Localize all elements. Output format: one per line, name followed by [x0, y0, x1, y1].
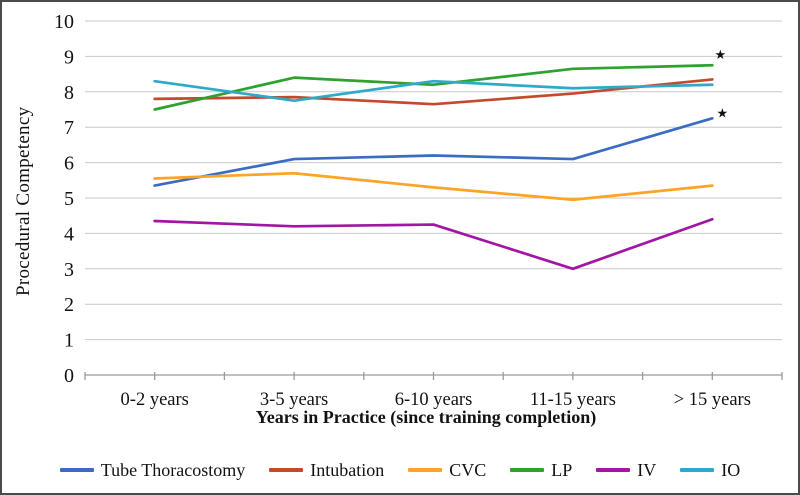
chart-legend: Tube Thoracostomy Intubation CVC LP IV IO	[2, 457, 798, 483]
legend-label: IV	[637, 459, 657, 480]
legend-item-lp: LP	[510, 460, 572, 481]
y-tick-label: 10	[54, 11, 74, 33]
legend-label: CVC	[449, 459, 487, 480]
significance-star-tube-thoracostomy: ★	[716, 106, 728, 121]
y-tick-label: 5	[64, 188, 74, 210]
series-line-cvc	[153, 171, 714, 202]
y-tick-label: 4	[64, 223, 74, 245]
legend-swatch-intubation	[269, 468, 304, 472]
legend-item-io: IO	[680, 460, 740, 481]
legend-swatch-io	[680, 468, 715, 472]
x-tick-label: 6-10 years	[395, 390, 473, 410]
y-tick-label: 8	[64, 82, 74, 104]
x-tick-label: 11-15 years	[530, 390, 616, 410]
legend-item-tube-thoracostomy: Tube Thoracostomy	[59, 459, 246, 481]
legend-swatch-tube-thoracostomy	[59, 468, 94, 472]
legend-item-iv: IV	[596, 460, 656, 481]
series-line-lp	[153, 63, 714, 111]
y-tick-label: 6	[64, 153, 74, 175]
legend-swatch-iv	[596, 468, 631, 472]
x-tick-label: 3-5 years	[260, 390, 328, 410]
series-line-intubation	[153, 78, 714, 106]
legend-label: Intubation	[310, 459, 385, 480]
significance-star-lp: ★	[714, 47, 726, 62]
series-line-io	[153, 79, 714, 103]
legend-label: IO	[721, 459, 741, 480]
series-line-tube-thoracostomy	[153, 116, 714, 187]
legend-item-intubation: Intubation	[269, 460, 384, 481]
y-tick-label: 3	[64, 259, 74, 281]
x-tick-label: 0-2 years	[121, 390, 189, 410]
legend-swatch-lp	[510, 468, 545, 472]
series-line-iv	[153, 217, 714, 271]
x-tick-label: > 15 years	[674, 390, 751, 410]
legend-label: LP	[551, 459, 573, 480]
y-tick-label: 7	[64, 117, 74, 139]
legend-swatch-cvc	[408, 468, 443, 472]
legend-label: Tube Thoracostomy	[100, 459, 246, 480]
legend-item-cvc: CVC	[408, 460, 486, 481]
y-tick-label: 0	[64, 365, 74, 387]
y-tick-label: 1	[64, 330, 74, 352]
line-chart: 0 1 2 3 4 5 6 7 8 9 10 0-2 years 3-5 years 6-10 years…	[54, 11, 783, 410]
y-tick-label: 9	[64, 46, 74, 68]
y-tick-label: 2	[64, 294, 74, 316]
x-axis-title: Years in Practice (since training comple…	[255, 407, 597, 427]
y-axis-title: Procedural Competency	[13, 106, 34, 296]
